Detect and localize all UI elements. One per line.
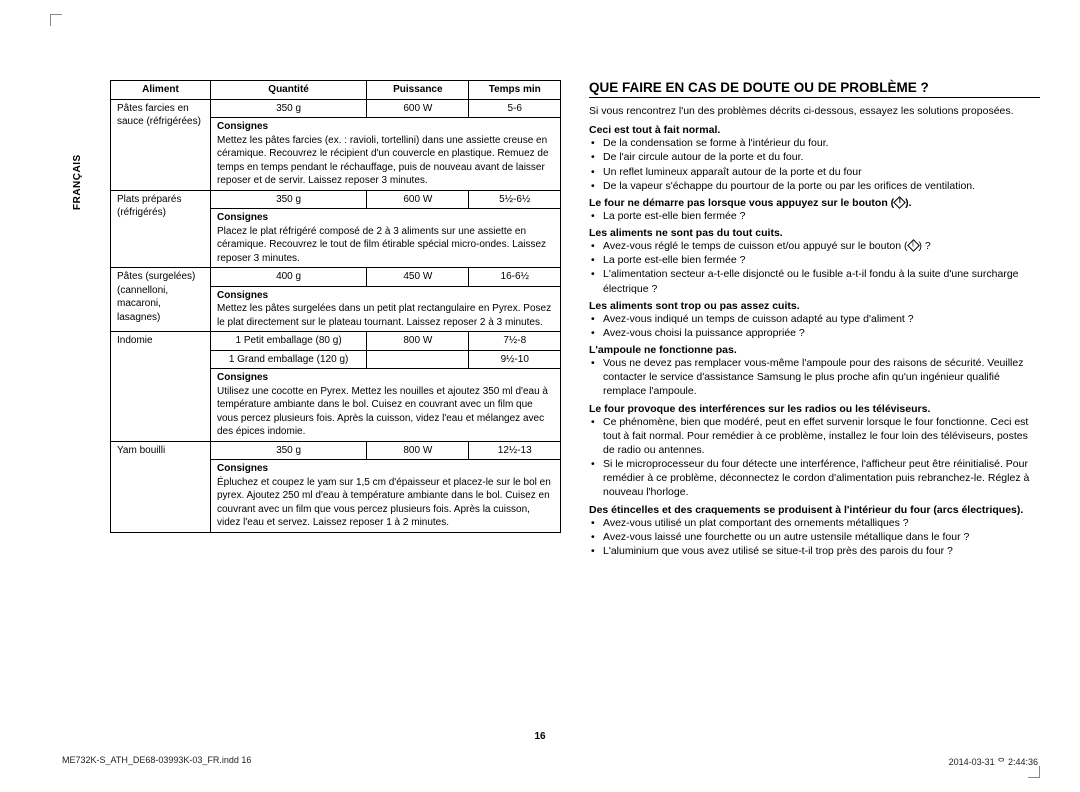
consignes-label: Consignes bbox=[217, 463, 268, 474]
time-cell: 5½-6½ bbox=[469, 190, 561, 209]
power-cell: 600 W bbox=[367, 99, 469, 118]
list-item: Avez-vous indiqué un temps de cuisson ad… bbox=[589, 312, 1040, 326]
th-aliment: Aliment bbox=[111, 81, 211, 100]
footer-filename: ME732K-S_ATH_DE68-03993K-03_FR.indd 16 bbox=[62, 755, 251, 768]
page-content: Aliment Quantité Puissance Temps min Pât… bbox=[110, 80, 1040, 558]
list-item: De la vapeur s'échappe du pourtour de la… bbox=[589, 179, 1040, 193]
footer: ME732K-S_ATH_DE68-03993K-03_FR.indd 16 2… bbox=[62, 755, 1038, 768]
qty-cell: 350 g bbox=[211, 441, 367, 460]
consignes-cell: Consignes Placez le plat réfrigéré compo… bbox=[211, 209, 561, 268]
language-tab: FRANÇAIS bbox=[72, 154, 83, 210]
power-cell: 600 W bbox=[367, 190, 469, 209]
consignes-text: Épluchez et coupez le yam sur 1,5 cm d'é… bbox=[217, 477, 551, 529]
left-column: Aliment Quantité Puissance Temps min Pât… bbox=[110, 80, 561, 558]
consignes-cell: Consignes Épluchez et coupez le yam sur … bbox=[211, 460, 561, 533]
subsection-title: Des étincelles et des craquements se pro… bbox=[589, 504, 1040, 516]
qty-cell: 350 g bbox=[211, 99, 367, 118]
food-table: Aliment Quantité Puissance Temps min Pât… bbox=[110, 80, 561, 533]
bullet-list: Avez-vous indiqué un temps de cuisson ad… bbox=[589, 312, 1040, 340]
page-number: 16 bbox=[0, 731, 1080, 742]
power-cell: 800 W bbox=[367, 441, 469, 460]
subsection-title: L'ampoule ne fonctionne pas. bbox=[589, 344, 1040, 356]
consignes-text: Mettez les pâtes surgelées dans un petit… bbox=[217, 303, 551, 328]
consignes-text: Placez le plat réfrigéré composé de 2 à … bbox=[217, 226, 546, 264]
bullet-list: Ce phénomène, bien que modéré, peut en e… bbox=[589, 415, 1040, 500]
consignes-cell: Consignes Utilisez une cocotte en Pyrex.… bbox=[211, 369, 561, 442]
subsection-title: Le four ne démarre pas lorsque vous appu… bbox=[589, 197, 1040, 209]
footer-timestamp: 2014-03-31 ᄋ 2:44:36 bbox=[949, 755, 1038, 768]
power-cell: 450 W bbox=[367, 268, 469, 287]
consignes-cell: Consignes Mettez les pâtes farcies (ex. … bbox=[211, 118, 561, 191]
list-item: L'aluminium que vous avez utilisé se sit… bbox=[589, 544, 1040, 558]
time-cell: 5-6 bbox=[469, 99, 561, 118]
consignes-label: Consignes bbox=[217, 290, 268, 301]
bullet-list: Avez-vous utilisé un plat comportant des… bbox=[589, 516, 1040, 559]
food-cell: Indomie bbox=[111, 332, 211, 442]
qty-cell: 350 g bbox=[211, 190, 367, 209]
intro-text: Si vous rencontrez l'un des problèmes dé… bbox=[589, 104, 1040, 118]
time-cell: 16-6½ bbox=[469, 268, 561, 287]
list-item: Avez-vous laissé une fourchette ou un au… bbox=[589, 530, 1040, 544]
bullet-list: Vous ne devez pas remplacer vous-même l'… bbox=[589, 356, 1040, 399]
consignes-text: Mettez les pâtes farcies (ex. : ravioli,… bbox=[217, 135, 549, 187]
power-cell: 800 W bbox=[367, 332, 469, 351]
consignes-label: Consignes bbox=[217, 372, 268, 383]
bullet-list: Avez-vous réglé le temps de cuisson et/o… bbox=[589, 239, 1040, 296]
th-quantite: Quantité bbox=[211, 81, 367, 100]
consignes-label: Consignes bbox=[217, 121, 268, 132]
subsection-title: Les aliments sont trop ou pas assez cuit… bbox=[589, 300, 1040, 312]
subsection-title: Ceci est tout à fait normal. bbox=[589, 124, 1040, 136]
list-item: L'alimentation secteur a-t-elle disjonct… bbox=[589, 267, 1040, 295]
list-item: De la condensation se forme à l'intérieu… bbox=[589, 136, 1040, 150]
qty-cell: 1 Petit emballage (80 g) bbox=[211, 332, 367, 351]
consignes-label: Consignes bbox=[217, 212, 268, 223]
list-item: Un reflet lumineux apparaît autour de la… bbox=[589, 165, 1040, 179]
crop-mark bbox=[50, 14, 62, 26]
consignes-text: Utilisez une cocotte en Pyrex. Mettez le… bbox=[217, 386, 548, 438]
food-cell: Pâtes (surgelées) (cannelloni, macaroni,… bbox=[111, 268, 211, 332]
list-item: Si le microprocesseur du four détecte un… bbox=[589, 457, 1040, 500]
bullet-list: De la condensation se forme à l'intérieu… bbox=[589, 136, 1040, 193]
right-column: QUE FAIRE EN CAS DE DOUTE OU DE PROBLÈME… bbox=[589, 80, 1040, 558]
subsection-title: Les aliments ne sont pas du tout cuits. bbox=[589, 227, 1040, 239]
time-cell: 7½-8 bbox=[469, 332, 561, 351]
time-cell: 12½-13 bbox=[469, 441, 561, 460]
list-item: Avez-vous utilisé un plat comportant des… bbox=[589, 516, 1040, 530]
qty-cell: 1 Grand emballage (120 g) bbox=[211, 350, 367, 369]
list-item: La porte est-elle bien fermée ? bbox=[589, 209, 1040, 223]
th-temps: Temps min bbox=[469, 81, 561, 100]
bullet-list: La porte est-elle bien fermée ? bbox=[589, 209, 1040, 223]
section-heading: QUE FAIRE EN CAS DE DOUTE OU DE PROBLÈME… bbox=[589, 80, 1040, 98]
time-cell: 9½-10 bbox=[469, 350, 561, 369]
list-item: Vous ne devez pas remplacer vous-même l'… bbox=[589, 356, 1040, 399]
food-cell: Yam bouilli bbox=[111, 441, 211, 532]
list-item: Avez-vous réglé le temps de cuisson et/o… bbox=[589, 239, 1040, 253]
power-cell bbox=[367, 350, 469, 369]
th-puissance: Puissance bbox=[367, 81, 469, 100]
consignes-cell: Consignes Mettez les pâtes surgelées dan… bbox=[211, 286, 561, 332]
subsection-title: Le four provoque des interférences sur l… bbox=[589, 403, 1040, 415]
food-cell: Pâtes farcies en sauce (réfrigérées) bbox=[111, 99, 211, 190]
list-item: Avez-vous choisi la puissance appropriée… bbox=[589, 326, 1040, 340]
list-item: La porte est-elle bien fermée ? bbox=[589, 253, 1040, 267]
list-item: De l'air circule autour de la porte et d… bbox=[589, 150, 1040, 164]
list-item: Ce phénomène, bien que modéré, peut en e… bbox=[589, 415, 1040, 458]
qty-cell: 400 g bbox=[211, 268, 367, 287]
food-cell: Plats préparés (réfrigérés) bbox=[111, 190, 211, 268]
